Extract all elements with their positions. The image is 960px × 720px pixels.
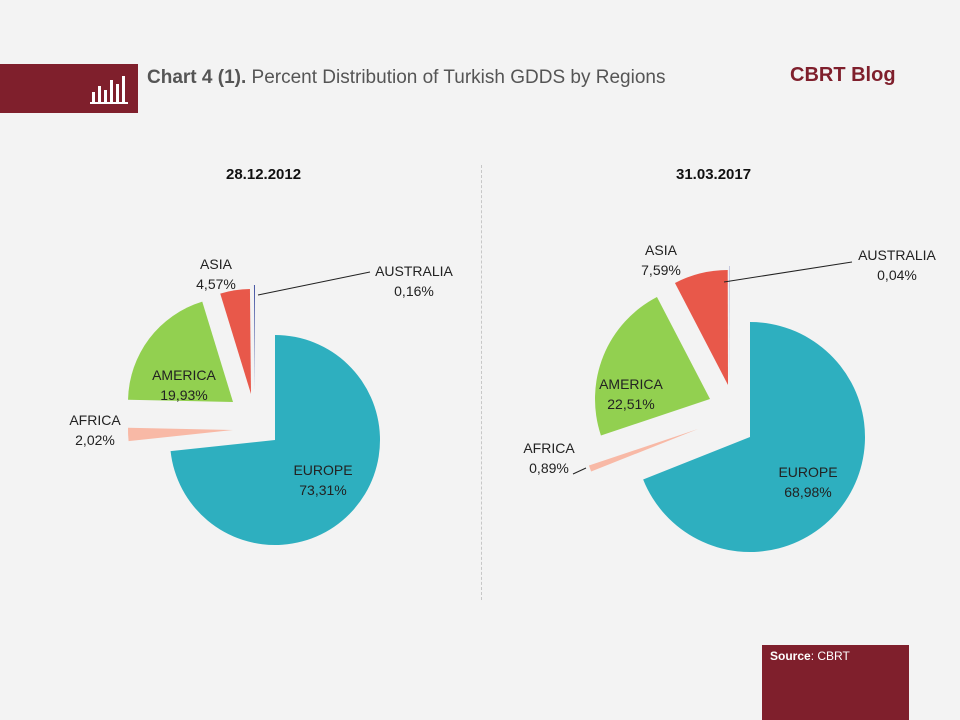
header-band bbox=[0, 64, 138, 113]
chart-1-slice-africa bbox=[127, 427, 233, 442]
chart-2-value-africa: 0,89% bbox=[529, 460, 569, 476]
chart-2-label-asia: ASIA bbox=[645, 242, 678, 258]
chart-2-leader-australia bbox=[723, 261, 853, 283]
source-value: : CBRT bbox=[810, 649, 850, 663]
bar-chart-icon bbox=[90, 76, 128, 104]
source-label: Source bbox=[770, 649, 811, 663]
chart-2-slice-africa bbox=[588, 429, 698, 472]
chart-1-label-africa: AFRICA bbox=[69, 412, 121, 428]
chart-1-slice-asia bbox=[220, 289, 251, 394]
chart-2-value-australia: 0,04% bbox=[877, 267, 917, 283]
chart-2-label-america: AMERICA bbox=[599, 376, 663, 392]
chart-1-title: 28.12.2012 bbox=[226, 166, 302, 183]
chart-2-slice-europe bbox=[643, 322, 865, 552]
chart-1-label-europe: EUROPE bbox=[293, 462, 352, 478]
chart-2-label-africa: AFRICA bbox=[523, 440, 575, 456]
chart-divider bbox=[481, 165, 482, 600]
blog-name: CBRT Blog bbox=[790, 64, 896, 86]
chart-1-value-europe: 73,31% bbox=[299, 482, 346, 498]
chart-1-value-america: 19,93% bbox=[160, 387, 207, 403]
chart-1-label-america: AMERICA bbox=[152, 367, 216, 383]
chart-1-slice-america bbox=[128, 301, 233, 402]
chart-2-label-europe: EUROPE bbox=[778, 464, 837, 480]
chart-2-slice-asia bbox=[674, 270, 728, 385]
chart-1-value-asia: 4,57% bbox=[196, 276, 236, 292]
chart-2-slice-america bbox=[594, 296, 710, 436]
chart-1-slice-australia bbox=[253, 285, 255, 390]
chart-1-label-australia: AUSTRALIA bbox=[375, 263, 453, 279]
title-bold: Chart 4 (1). bbox=[147, 67, 247, 88]
chart-1-leader-australia bbox=[257, 271, 371, 296]
chart-1-value-australia: 0,16% bbox=[394, 283, 434, 299]
page-title: Chart 4 (1). Percent Distribution of Tur… bbox=[147, 66, 667, 90]
chart-2-value-america: 22,51% bbox=[607, 396, 654, 412]
chart-1-label-asia: ASIA bbox=[200, 256, 233, 272]
chart-2-title: 31.03.2017 bbox=[676, 166, 752, 183]
chart-2-leader-africa bbox=[572, 467, 587, 475]
chart-2-label-australia: AUSTRALIA bbox=[858, 247, 936, 263]
chart-2-value-europe: 68,98% bbox=[784, 484, 831, 500]
chart-1-value-africa: 2,02% bbox=[75, 432, 115, 448]
source-box: Source: CBRT bbox=[762, 645, 909, 720]
chart-2-value-asia: 7,59% bbox=[641, 262, 681, 278]
title-rest: Percent Distribution of Turkish GDDS by … bbox=[246, 67, 666, 88]
chart-1-slice-europe bbox=[170, 335, 381, 545]
